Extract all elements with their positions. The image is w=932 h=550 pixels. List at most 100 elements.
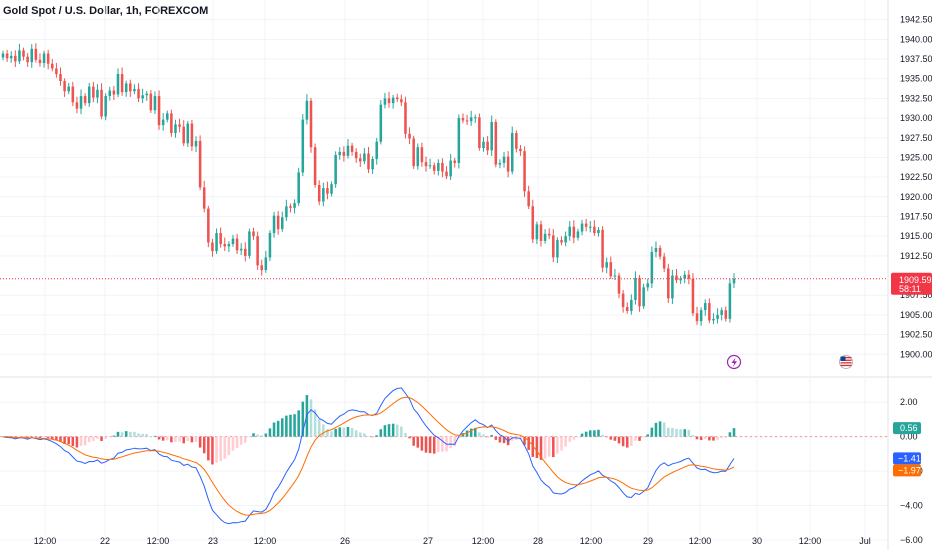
candle-up [391, 97, 395, 104]
candle-down [211, 242, 214, 252]
macd-histogram-bar [564, 436, 567, 447]
macd-histogram-bar [301, 401, 305, 437]
candle-up [165, 113, 169, 120]
candle-up [576, 231, 580, 238]
macd-histogram-bar [116, 431, 120, 437]
candle-down [276, 215, 280, 230]
macd-histogram-bar [432, 436, 436, 454]
candle-down [256, 236, 259, 266]
us-flag-canton [840, 356, 846, 361]
macd-histogram-bar [576, 436, 580, 438]
candle-down [120, 74, 124, 93]
macd-histogram-bar [547, 436, 551, 457]
candle-down [547, 233, 551, 236]
macd-histogram-bar [350, 428, 354, 437]
candle-up [449, 160, 452, 177]
macd-histogram-bar [420, 436, 424, 451]
time-tick-label: 29 [643, 536, 653, 546]
candle-down [519, 148, 522, 152]
candle-down [638, 277, 641, 307]
candle-down [552, 235, 555, 258]
candle-up [728, 283, 732, 319]
candle-down [38, 59, 42, 63]
candle-down [408, 133, 411, 139]
candle-down [695, 313, 699, 322]
macd-histogram-bar [322, 424, 325, 437]
macd-histogram-bar [63, 436, 66, 444]
candle-up [375, 141, 378, 160]
candle-down [539, 224, 543, 241]
candle-down [112, 90, 116, 95]
macd-tick-label: 0.00 [900, 432, 918, 442]
macd-histogram-bar [527, 436, 530, 450]
time-tick-label: 12:00 [147, 536, 170, 546]
candle-up [231, 238, 235, 245]
candle-down [170, 113, 173, 134]
candle-down [317, 185, 321, 202]
candle-down [51, 63, 54, 69]
price-tick-label: 1922.50 [900, 172, 932, 182]
candle-down [601, 229, 604, 268]
candle-down [675, 275, 678, 281]
macd-histogram-bar [244, 436, 247, 443]
macd-histogram-bar [621, 436, 625, 447]
candle-down [494, 122, 498, 165]
candle-down [400, 99, 403, 103]
price-tick-label: 1925.00 [900, 152, 932, 162]
last-price-value: 1909.59 [899, 275, 932, 285]
candle-up [650, 251, 654, 284]
candle-up [141, 95, 144, 99]
macd-histogram-bar [490, 435, 493, 437]
macd-histogram-bar [441, 436, 444, 452]
macd-histogram-bar [687, 429, 691, 437]
macd-histogram-bar [190, 436, 194, 443]
price-tick-label: 1907.50 [900, 290, 932, 300]
price-tick-label: 1932.50 [900, 93, 932, 103]
macd-histogram-bar [342, 427, 346, 437]
candle-down [309, 100, 313, 148]
macd-histogram-bar [395, 424, 399, 437]
macd-histogram-bar [178, 436, 181, 442]
macd-histogram-bar [449, 436, 452, 449]
time-tick-label: 12:00 [254, 536, 277, 546]
candle-up [671, 275, 674, 299]
time-tick-label: 30 [752, 536, 762, 546]
chart-title: Gold Spot / U.S. Dollar, 1h, FOREXCOM [3, 5, 209, 17]
candle-down [523, 151, 526, 192]
candle-down [667, 268, 670, 299]
macd-histogram-bar [613, 436, 617, 441]
macd-histogram-bar [638, 436, 641, 441]
price-tick-label: 1930.00 [900, 113, 932, 123]
price-tick-label: 1900.00 [900, 349, 932, 359]
candle-up [285, 206, 288, 218]
macd-histogram-bar [404, 433, 407, 437]
macd-histogram-bar [264, 433, 268, 437]
macd-histogram-bar [593, 430, 596, 437]
us-flag-stripe [840, 359, 852, 361]
macd-histogram-bar [375, 435, 378, 437]
macd-histogram-bar [252, 433, 255, 437]
macd-histogram-bar [642, 436, 645, 438]
event-markers [726, 354, 853, 370]
candle-down [572, 226, 576, 238]
time-tick-label: 12:00 [689, 536, 712, 546]
macd-histogram-bar [359, 432, 362, 437]
candle-down [560, 240, 563, 243]
bar-countdown: 58:11 [899, 284, 921, 294]
candle-down [687, 274, 691, 279]
macd-histogram-bar [708, 436, 711, 441]
time-tick-label: 27 [423, 536, 433, 546]
last-price-badge [891, 272, 932, 295]
candle-down [260, 265, 263, 271]
macd-histogram-bar [268, 428, 272, 437]
macd-histogram-bar [112, 435, 116, 437]
macd-histogram-bar [482, 434, 485, 437]
macd-histogram-bar [630, 436, 633, 446]
us-flag-stripe [840, 364, 852, 367]
candle-up [1, 53, 5, 58]
candle-down [207, 208, 210, 243]
macd-histogram-bar [502, 436, 506, 444]
price-tick-label: 1942.50 [900, 15, 932, 25]
